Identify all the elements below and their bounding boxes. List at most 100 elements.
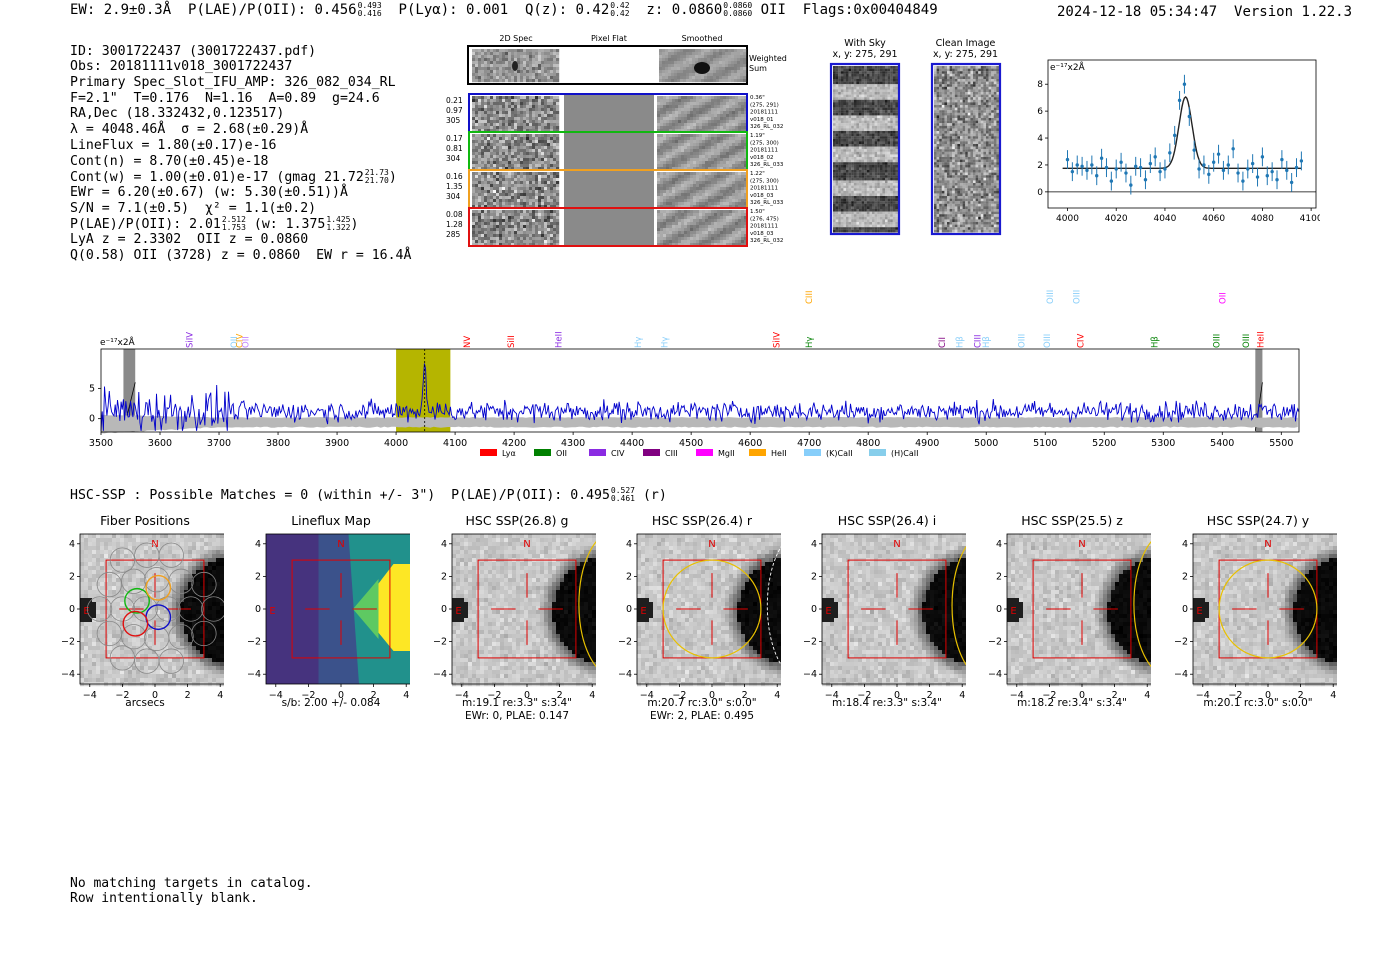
- line-fit-point-31: [1216, 152, 1221, 156]
- hsc-panel-3-ytick-label-2: 0: [626, 604, 632, 615]
- line-fit-ylabel: e⁻¹⁷x2Å: [1050, 61, 1086, 73]
- fiber-circle-14: [96, 620, 122, 647]
- hsc-panel-3-ytick-label-1: 2: [626, 571, 632, 582]
- line-fit-ytick-label-4: 8: [1037, 80, 1043, 90]
- spectrum-xtick-label-0: 3500: [89, 438, 113, 449]
- info-q: Q(0.58) OII (3728) z = 0.0860 EW r = 16.…: [70, 247, 412, 263]
- spectrum-line-label-5: SiII: [507, 335, 517, 348]
- line-fit-point-8: [1104, 165, 1109, 170]
- spectrum-xtick-label-12: 4700: [797, 438, 821, 449]
- spectrum-xtick-label-3: 3800: [266, 438, 290, 449]
- hsc-panel-5-ytick-label-0: 4: [996, 539, 1002, 550]
- spectrum-xtick-label-2: 3700: [207, 438, 231, 449]
- hsc-panel-2: N E 4 2 0 −2 −4 −4 −2 0 2 4: [433, 533, 596, 701]
- info-primary: Primary Spec_Slot_IFU_AMP: 326_082_034_R…: [70, 75, 396, 91]
- hsc-panel-1: N E 4 2 0 −2 −4 −4 −2 0 2 4: [247, 533, 410, 701]
- spec2d-row-1-right-0: 1.19": [750, 133, 765, 139]
- spectrum-line-label-6: HeII: [554, 331, 564, 348]
- spectrum-line-label-23: OII: [1218, 292, 1228, 304]
- header-timestamp-version: 2024-12-18 05:34:47 Version 1.22.3: [1057, 4, 1352, 20]
- header-z: z: 0.0860: [646, 2, 723, 18]
- info-radec: RA,Dec (18.332432,0.123517): [70, 106, 285, 122]
- hsc-panel-5-xtick-label-4: 4: [1144, 690, 1150, 701]
- spectrum-line-label-19: OIII: [1073, 290, 1083, 304]
- line-fit-point-40: [1260, 155, 1265, 159]
- fiber-circle-11: [155, 596, 181, 622]
- hsc-panel-3-north-label: N: [708, 539, 715, 550]
- info-lya: LyA z = 2.3302 OII z = 0.0860: [70, 231, 309, 247]
- line-fit-axes: 4000 4020 4040 4060 4080 4100 0 2 4 6 8: [1037, 80, 1320, 224]
- line-fit-marks: [1062, 74, 1304, 195]
- hsc-panel-title-4: HSC SSP(26.4) i: [837, 513, 937, 528]
- hsc-panel-3-ytick-label-3: −2: [618, 637, 632, 648]
- line-fit-ytick-label-2: 4: [1037, 134, 1043, 144]
- spectrum-xtick-label-8: 4300: [561, 438, 585, 449]
- hsc-panel-6-xtick-label-1: −2: [1228, 690, 1242, 701]
- spectrum-legend-label-3: CIII: [665, 449, 678, 458]
- spectrum-legend-label-4: MgII: [718, 449, 735, 458]
- spec2d-row-0-raw: [472, 96, 560, 133]
- spec2d-row-1-raw: [472, 134, 560, 171]
- spec2d-col-title-1: Pixel Flat: [591, 34, 627, 43]
- spectrum-xtick-label-17: 5200: [1092, 438, 1116, 449]
- header-timestamp: 2024-12-18 05:34:47: [1057, 4, 1218, 20]
- hsc-panel-3-image: [637, 534, 781, 687]
- line-fit-ytick-label-3: 6: [1037, 107, 1043, 117]
- hsc-panel-1-ytick-label-3: −2: [247, 637, 261, 648]
- spec2d-row-2-right-4: 326_RL_033: [750, 200, 784, 206]
- spec2d-row-0-left-0: 0.21: [446, 96, 463, 105]
- hsc-panel-4-xtick-label-1: −2: [857, 690, 871, 701]
- spectrum-legend-swatch-6: [804, 449, 821, 456]
- spectrum-legend-label-1: OII: [556, 449, 567, 458]
- spectrum-sky-band-0: [123, 349, 136, 432]
- hsc-panel-2-xtick-label-1: −2: [487, 690, 501, 701]
- hsc-panel-2-aperture-box: [477, 559, 577, 659]
- line-fit-xtick-label-3: 4060: [1202, 214, 1225, 224]
- spec2d-row-3-left-0: 0.08: [446, 210, 463, 219]
- hsc-panel-6-ytick-label-3: −2: [1174, 637, 1188, 648]
- info-id: ID: 3001722437 (3001722437.pdf): [70, 43, 317, 59]
- spectrum-line-label-17: OIII: [1043, 334, 1053, 348]
- footer-line-2: Row intentionally blank.: [70, 891, 258, 906]
- line-fit-point-29: [1207, 172, 1211, 177]
- hsc-panel-caption2-3: EWr: 2, PLAE: 0.495: [649, 710, 755, 722]
- spec2d-row-2-gap1: [561, 170, 564, 208]
- spectrum-xtick-label-20: 5500: [1269, 438, 1293, 449]
- line-fit-xtick-label-2: 4040: [1153, 214, 1176, 224]
- spec2d-row-1-right-3: v018_02: [750, 155, 774, 161]
- line-fit-point-0: [1065, 157, 1070, 162]
- spec2d-row-3-gap1: [561, 208, 564, 246]
- hsc-panel-3-xtick-label-0: −4: [640, 690, 654, 701]
- hsc-panel-0-ytick-label-2: 0: [69, 604, 75, 615]
- spectrum-line-label-0: SiIV: [186, 332, 196, 348]
- info-plae-w-lo: 1.322: [326, 223, 351, 233]
- hsc-panel-2-east-label: E: [455, 606, 461, 617]
- spec2d-row-0-smooth: [657, 96, 748, 133]
- hsc-panel-1-ytick-label-4: −4: [247, 669, 261, 680]
- spectrum-legend-swatch-4: [696, 449, 713, 456]
- line-fit-point-28: [1202, 163, 1206, 167]
- hsc-panel-5-east-label: E: [1010, 606, 1016, 617]
- hsc-panel-4: N E 4 2 0 −2 −4 −4 −2 0 2 4: [803, 533, 966, 701]
- fiber-circle-3: [96, 571, 122, 598]
- hsc-panel-title-5: HSC SSP(25.5) z: [1021, 513, 1123, 528]
- hsc-panel-caption-4: m:18.4 re:3.3" s:3.4": [832, 697, 942, 709]
- spec2d-row-3-right-2: 20181111: [750, 224, 778, 230]
- spectrum-line-label-10: CIII: [805, 291, 815, 304]
- spectrum-line-label-20: CIV: [1077, 334, 1087, 348]
- hsc-panel-1-aperture-box: [291, 559, 391, 659]
- info-plae-w-hi: 1.425: [326, 215, 351, 225]
- header-z-lo: 0.0860: [723, 9, 753, 18]
- info-contw: Cont(w) = 1.00(±0.01)e-17 (gmag 21.72 21.…: [70, 169, 411, 186]
- spec2d-weighted-sum-2: Sum: [749, 64, 767, 73]
- spec2d-col-title-0: 2D Spec: [499, 34, 532, 43]
- spectrum-legend-swatch-5: [749, 449, 766, 456]
- line-fit-point-5: [1090, 163, 1094, 167]
- spec2d-row-2-right-3: v018_03: [750, 193, 774, 199]
- spec2d-row-3-left-2: 285: [446, 230, 461, 239]
- spec2d-row-0-right-2: 20181111: [750, 110, 778, 116]
- hsc-panel-5-galaxy-ellipse: [1133, 541, 1151, 668]
- hsc-panel-0-north-label: N: [151, 539, 158, 550]
